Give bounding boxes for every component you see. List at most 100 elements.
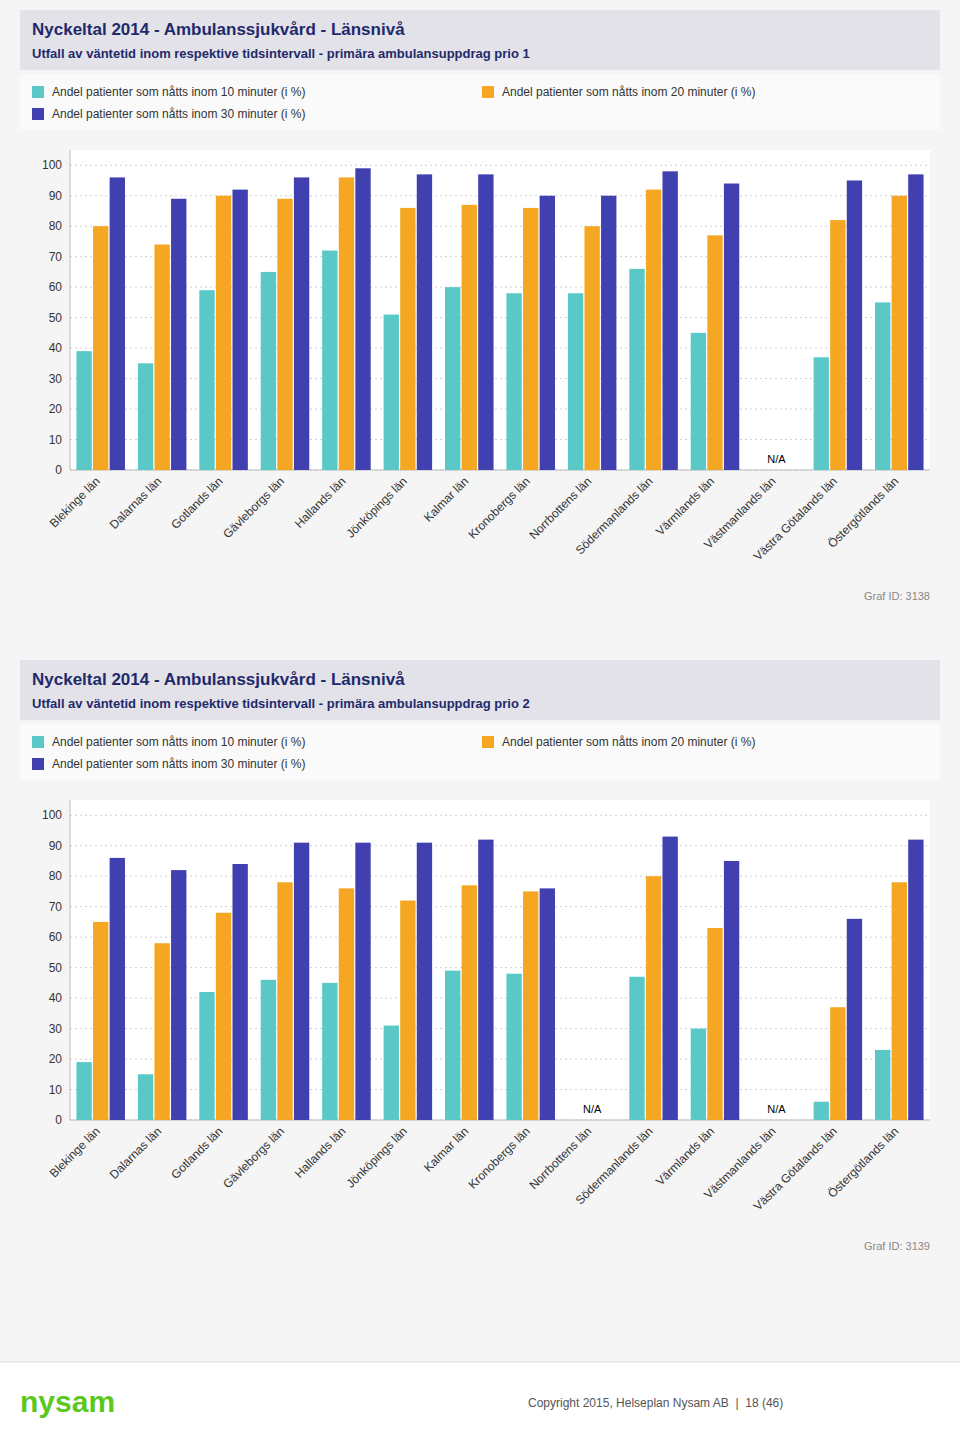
x-tick-label: Dalarnas län xyxy=(107,1124,165,1182)
subtitle: Utfall av väntetid inom respektive tidsi… xyxy=(32,696,530,711)
y-tick-label: 90 xyxy=(49,189,63,203)
x-tick-label: Blekinge län xyxy=(47,474,103,530)
y-tick-label: 100 xyxy=(42,158,62,172)
bar xyxy=(339,888,354,1120)
bar xyxy=(540,888,555,1120)
bar xyxy=(171,199,186,470)
x-tick-label: Gotlands län xyxy=(168,1124,226,1182)
x-tick-label: Östergötlands län xyxy=(825,474,901,550)
grid-line xyxy=(70,845,930,846)
bar xyxy=(908,174,923,470)
grid-line xyxy=(70,906,930,907)
bar xyxy=(417,174,432,470)
bar xyxy=(875,302,890,470)
x-tick-label: Gävleborgs län xyxy=(220,474,287,541)
bar xyxy=(199,290,214,470)
bar xyxy=(261,272,276,470)
bar xyxy=(830,1007,845,1120)
copyright: Copyright 2015, Helseplan Nysam AB | 18 … xyxy=(528,1396,783,1410)
bar xyxy=(445,287,460,470)
grid-line xyxy=(70,439,930,440)
grid-line xyxy=(70,1059,930,1060)
y-tick-label: 50 xyxy=(49,311,63,325)
footer xyxy=(0,1362,960,1442)
bar xyxy=(76,351,91,470)
chart: Nyckeltal 2014 - Ambulanssjukvård - Läns… xyxy=(20,10,940,602)
bar xyxy=(277,882,292,1120)
bar xyxy=(478,174,493,470)
bar xyxy=(601,196,616,470)
y-tick-label: 10 xyxy=(49,1083,63,1097)
graph-id: Graf ID: 3138 xyxy=(864,590,930,602)
grid-line xyxy=(70,1120,930,1121)
annotation: N/A xyxy=(767,1103,786,1115)
bar xyxy=(445,971,460,1120)
grid-line xyxy=(70,378,930,379)
bar xyxy=(707,235,722,470)
x-tick-label: Gotlands län xyxy=(168,474,226,532)
bar xyxy=(339,177,354,470)
bars xyxy=(76,168,923,470)
bar xyxy=(138,363,153,470)
bar xyxy=(724,861,739,1120)
x-tick-label: Hallands län xyxy=(292,474,349,531)
bar xyxy=(384,315,399,470)
header xyxy=(20,10,940,70)
bar xyxy=(384,1026,399,1120)
bar xyxy=(584,226,599,470)
bar xyxy=(523,891,538,1120)
bar xyxy=(294,843,309,1120)
grid-line xyxy=(70,195,930,196)
annotation: N/A xyxy=(583,1103,602,1115)
bar xyxy=(277,199,292,470)
y-tick-label: 90 xyxy=(49,839,63,853)
bar xyxy=(707,928,722,1120)
x-tick-label: Värmlands län xyxy=(653,1124,717,1188)
bar xyxy=(568,293,583,470)
header xyxy=(20,660,940,720)
bar xyxy=(138,1074,153,1120)
plot-area xyxy=(70,150,930,470)
bar xyxy=(216,196,231,470)
bar xyxy=(662,837,677,1120)
title: Nyckeltal 2014 - Ambulanssjukvård - Läns… xyxy=(32,670,405,689)
footer-line xyxy=(0,1362,960,1363)
grid-line xyxy=(70,1028,930,1029)
bar xyxy=(355,168,370,470)
bar xyxy=(400,208,415,470)
annotation: N/A xyxy=(767,453,786,465)
bar xyxy=(646,876,661,1120)
grid-line xyxy=(70,1089,930,1090)
y-axis-line xyxy=(70,150,71,470)
bar xyxy=(216,913,231,1120)
y-tick-label: 10 xyxy=(49,433,63,447)
grid-line xyxy=(70,226,930,227)
y-tick-label: 60 xyxy=(49,280,63,294)
bar xyxy=(646,190,661,470)
y-tick-label: 100 xyxy=(42,808,62,822)
legend xyxy=(20,74,940,130)
bar xyxy=(847,919,862,1120)
bar xyxy=(691,1029,706,1120)
x-tick-label: Värmlands län xyxy=(653,474,717,538)
bar xyxy=(171,870,186,1120)
grid-line xyxy=(70,998,930,999)
grid-line xyxy=(70,165,930,166)
grid-line xyxy=(70,256,930,257)
bar xyxy=(261,980,276,1120)
background xyxy=(0,0,960,1442)
bar xyxy=(506,974,521,1120)
x-tick-label: Blekinge län xyxy=(47,1124,103,1180)
grid-line xyxy=(70,876,930,877)
bar xyxy=(875,1050,890,1120)
bar xyxy=(462,885,477,1120)
legend-label: Andel patienter som nåtts inom 30 minute… xyxy=(52,107,305,121)
x-tick-label: Kalmar län xyxy=(421,1124,471,1174)
bar xyxy=(110,858,125,1120)
bar xyxy=(892,882,907,1120)
bar xyxy=(629,977,644,1120)
legend-swatch xyxy=(32,108,44,120)
bar xyxy=(400,901,415,1120)
y-tick-label: 80 xyxy=(49,869,63,883)
y-tick-label: 50 xyxy=(49,961,63,975)
